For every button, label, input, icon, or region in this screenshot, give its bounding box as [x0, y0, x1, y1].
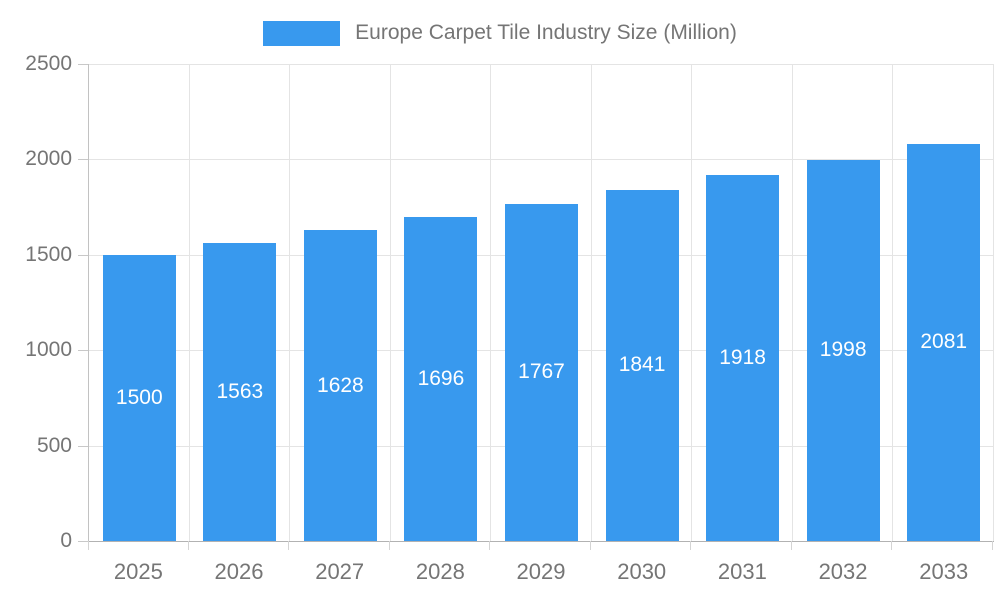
x-tick-mark [388, 541, 390, 550]
bar[interactable]: 1841 [605, 189, 679, 541]
bar[interactable]: 1918 [706, 175, 780, 541]
x-axis-labels: 2025 2026 2027 2028 2029 2030 2031 2032 2033 [88, 559, 994, 585]
y-axis-label: 2000 [25, 147, 72, 171]
bar[interactable]: 1998 [806, 159, 880, 541]
x-tick-mark [992, 541, 993, 550]
bar[interactable]: 1696 [404, 217, 478, 541]
bar-value-label: 1628 [317, 373, 364, 397]
bar[interactable]: 1767 [505, 203, 578, 541]
bar[interactable]: 1563 [203, 242, 277, 541]
legend-swatch [263, 20, 341, 46]
x-axis-label: 2027 [315, 559, 365, 584]
legend-label: Europe Carpet Tile Industry Size (Millio… [355, 21, 737, 44]
x-axis-label: 2030 [617, 559, 667, 584]
legend-item[interactable]: Europe Carpet Tile Industry Size (Millio… [0, 19, 1000, 47]
bar-value-label: 1563 [216, 379, 264, 403]
gridline-vertical [691, 64, 693, 541]
y-axis-label: 0 [60, 529, 72, 552]
y-axis-label: 2500 [25, 52, 72, 75]
x-axis-label: 2029 [516, 559, 566, 584]
gridline-horizontal [89, 64, 994, 65]
y-tick-mark [78, 254, 88, 256]
gridline-vertical [791, 64, 793, 541]
bar-value-label: 1998 [819, 338, 867, 362]
gridline-vertical [289, 64, 291, 541]
x-tick-mark [790, 541, 792, 550]
gridline-vertical [490, 64, 492, 541]
gridline-vertical [590, 64, 592, 541]
y-axis-label: 1500 [25, 242, 72, 266]
y-tick-mark [78, 350, 88, 352]
x-axis-ticks [88, 541, 994, 551]
x-tick-mark [891, 541, 893, 550]
y-tick-mark [78, 159, 88, 161]
bar[interactable]: 2081 [907, 143, 981, 541]
x-axis-label: 2028 [415, 559, 465, 584]
x-axis-label: 2026 [214, 559, 264, 584]
x-axis-label: 2031 [717, 559, 767, 584]
x-tick-mark [88, 541, 89, 550]
x-tick-mark [288, 541, 290, 550]
bar-value-label: 1918 [719, 346, 766, 370]
gridline-vertical [993, 64, 994, 541]
gridline-vertical [389, 64, 391, 541]
bar-value-label: 2081 [920, 330, 968, 354]
bar-value-label: 1841 [618, 353, 666, 377]
gridline-vertical [892, 64, 894, 541]
bar[interactable]: 1500 [102, 254, 176, 541]
y-tick-mark [78, 64, 88, 65]
y-tick-mark [78, 445, 88, 447]
y-axis-labels: 0 500 1000 1500 2000 2500 [0, 52, 72, 552]
gridline-horizontal [89, 159, 994, 161]
y-axis-label: 1000 [25, 338, 72, 362]
y-axis-label: 500 [36, 433, 72, 457]
bar-value-label: 1500 [115, 385, 163, 409]
x-tick-mark [589, 541, 591, 550]
x-tick-mark [690, 541, 692, 550]
y-axis-ticks [78, 64, 88, 542]
plot-area: 1500 1563 1628 1696 1767 1841 1918 1998 2081 [88, 64, 994, 542]
bar-value-label: 1767 [518, 360, 565, 384]
x-tick-mark [187, 541, 189, 550]
x-axis-label: 2033 [919, 559, 969, 584]
x-axis-label: 2032 [818, 559, 868, 584]
x-tick-mark [489, 541, 491, 550]
bar[interactable]: 1628 [303, 230, 377, 541]
y-tick-mark [78, 541, 88, 542]
x-axis-label: 2025 [113, 559, 163, 584]
bar-value-label: 1696 [417, 367, 465, 391]
gridline-vertical [188, 64, 190, 541]
